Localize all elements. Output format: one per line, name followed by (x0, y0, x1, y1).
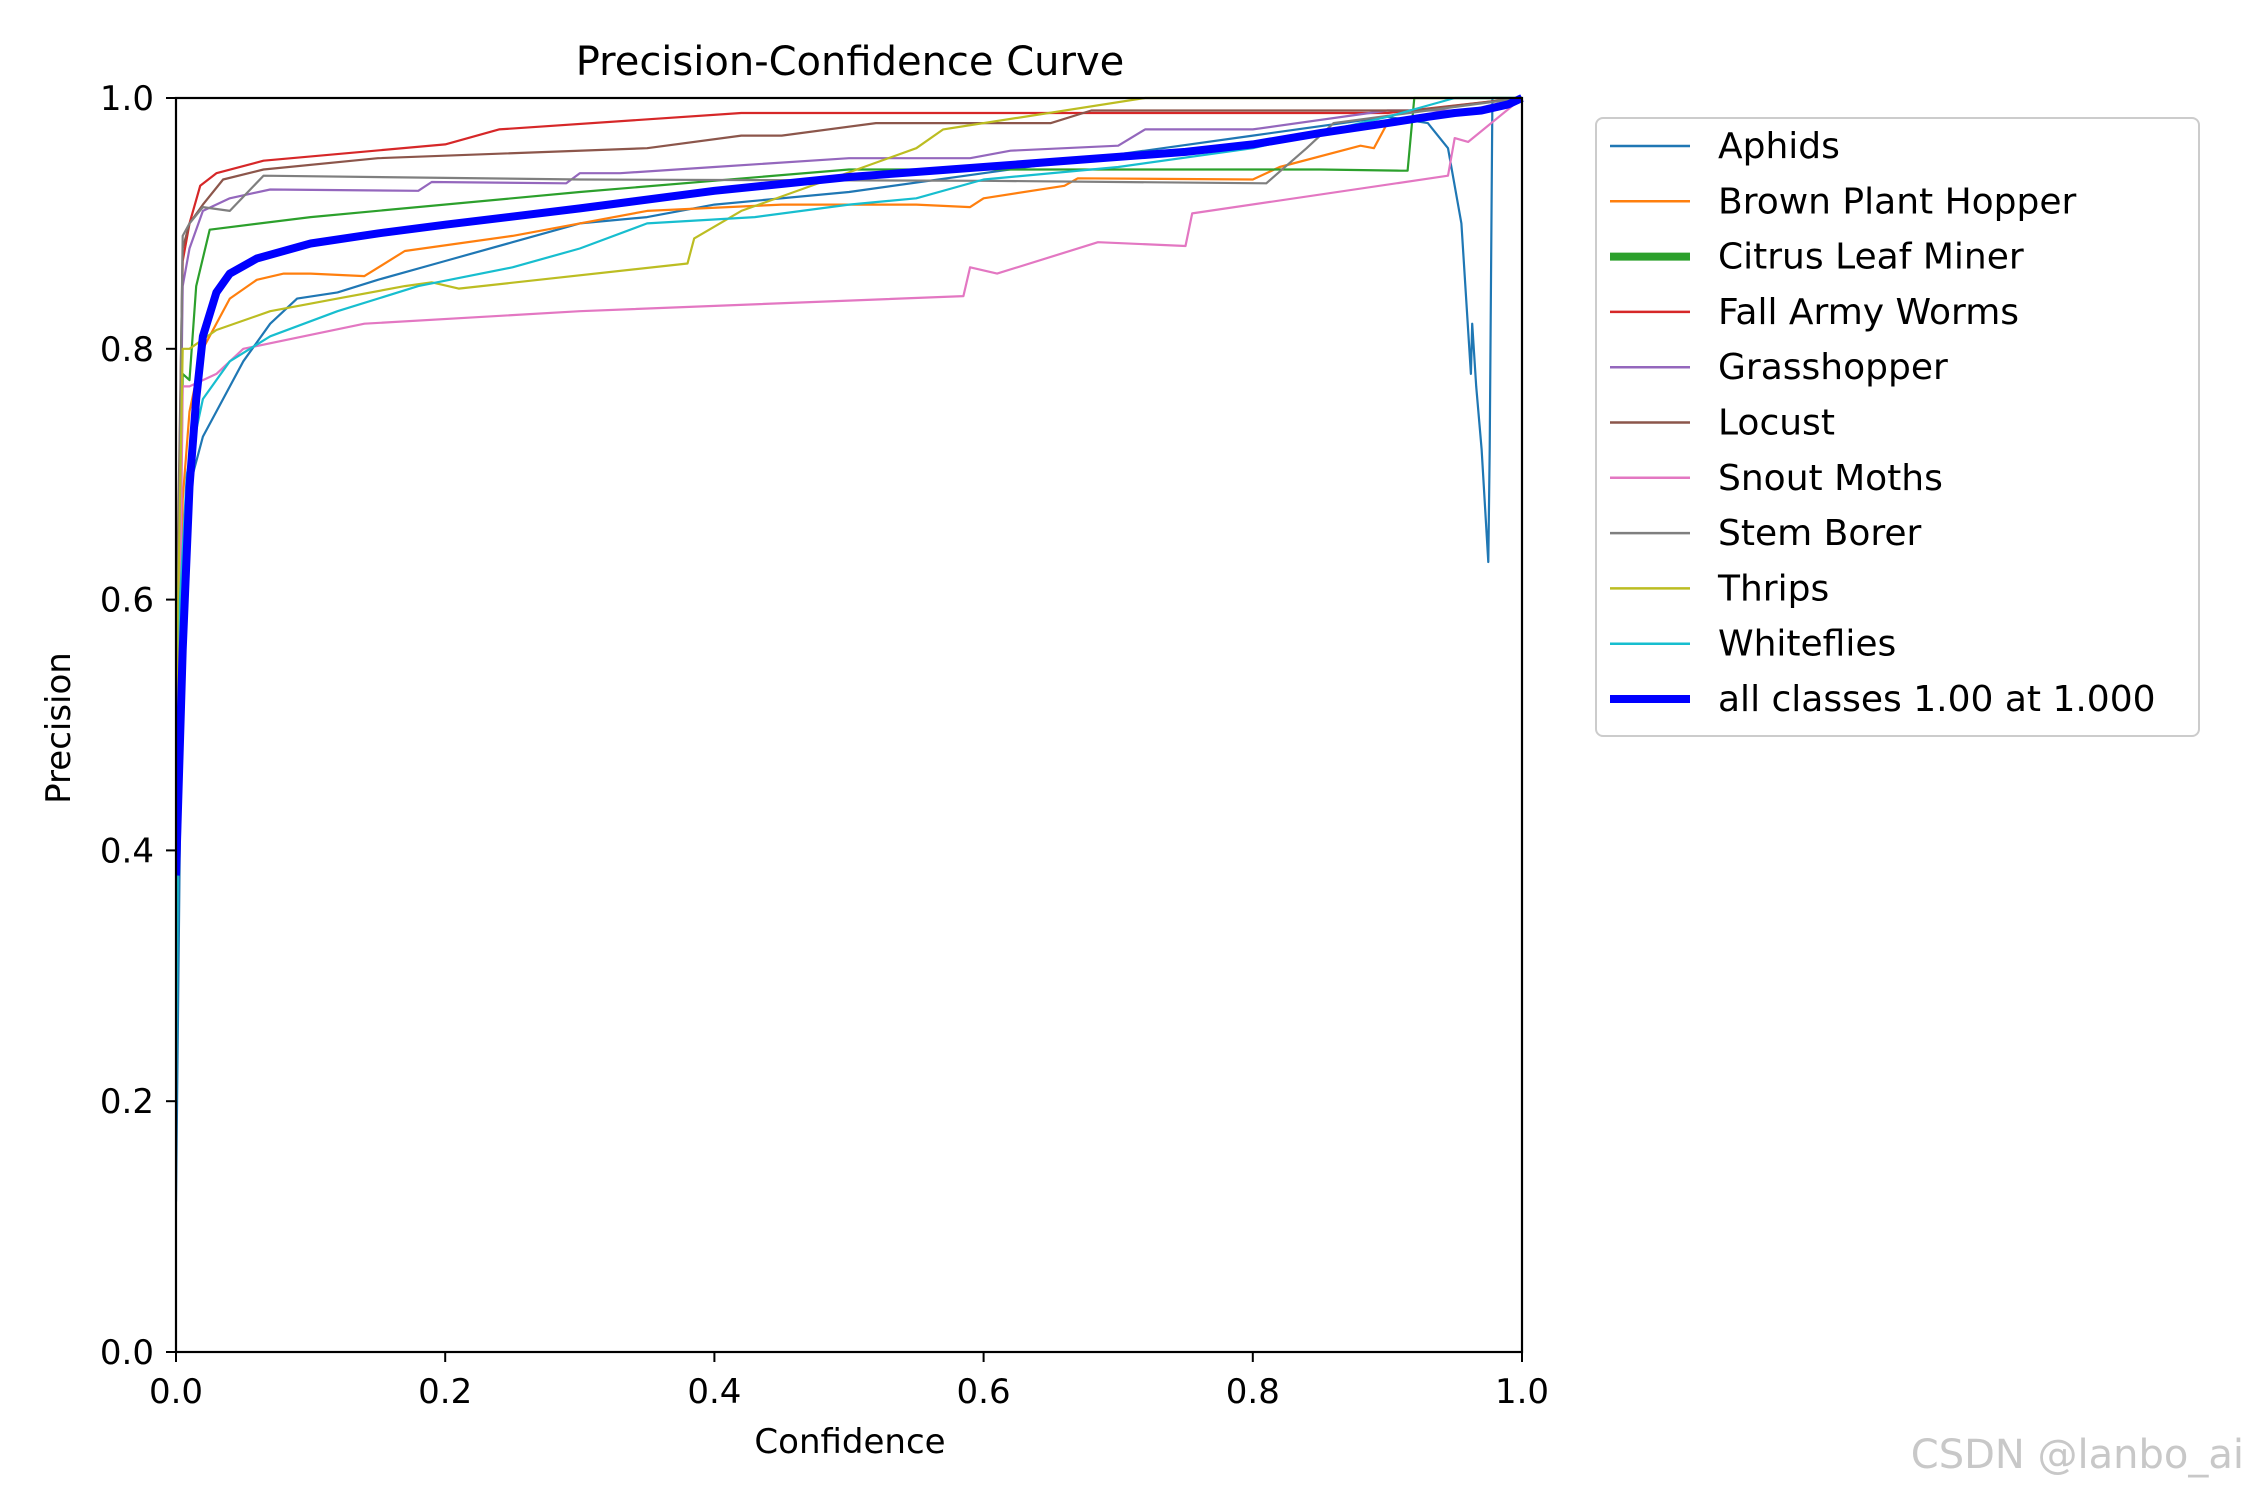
legend: Aphids Brown Plant Hopper Citrus Leaf Mine… (1595, 117, 2200, 737)
legend-label: all classes 1.00 at 1.000 (1718, 679, 2156, 720)
y-tick-label: 0.6 (100, 581, 154, 621)
y-tick-label: 0.0 (100, 1333, 154, 1373)
legend-label: Locust (1718, 403, 1835, 444)
series-line-all-classes-1-00-at-1-000 (176, 94, 1524, 876)
series-line-aphids (176, 96, 1522, 1202)
watermark-text: CSDN @lanbo_ai (1910, 1432, 2244, 1478)
series-line-thrips (176, 96, 1522, 726)
x-axis-label: Confidence (754, 1422, 945, 1462)
x-tick-label: 0.8 (1226, 1372, 1280, 1412)
series-line-grasshopper (176, 96, 1523, 788)
series-line-brown-plant-hopper (176, 96, 1523, 914)
y-tick-label: 1.0 (100, 79, 154, 119)
axis-ticks: 0.0 0.2 0.4 0.6 0.8 1.0 0.0 0.2 0.4 0.6 0.8 1.0 (100, 79, 1549, 1412)
legend-label: Fall Army Worms (1718, 292, 2019, 333)
y-axis-label: Precision (39, 652, 79, 804)
series-line-snout-moths (176, 97, 1523, 976)
y-tick-label: 0.8 (100, 330, 154, 370)
x-tick-label: 1.0 (1495, 1372, 1549, 1412)
x-tick-label: 0.6 (957, 1372, 1011, 1412)
series-line-stem-borer (176, 96, 1523, 726)
legend-label: Snout Moths (1718, 458, 1943, 499)
plot-series (176, 94, 1524, 1202)
legend-label: Grasshopper (1718, 347, 1948, 388)
legend-label: Brown Plant Hopper (1718, 181, 2077, 222)
y-tick-label: 0.2 (100, 1082, 154, 1122)
legend-label: Aphids (1718, 126, 1840, 167)
plot-frame (174, 96, 1524, 1354)
x-tick-label: 0.0 (149, 1372, 203, 1412)
y-tick-label: 0.4 (100, 831, 154, 871)
x-tick-label: 0.2 (418, 1372, 472, 1412)
legend-label: Citrus Leaf Miner (1718, 237, 2024, 278)
chart-title: Precision-Confidence Curve (576, 39, 1125, 85)
x-tick-label: 0.4 (687, 1372, 741, 1412)
legend-label: Whiteflies (1718, 624, 1896, 665)
legend-label: Thrips (1717, 568, 1829, 609)
legend-frame (1595, 117, 2200, 737)
legend-label: Stem Borer (1718, 513, 1922, 554)
